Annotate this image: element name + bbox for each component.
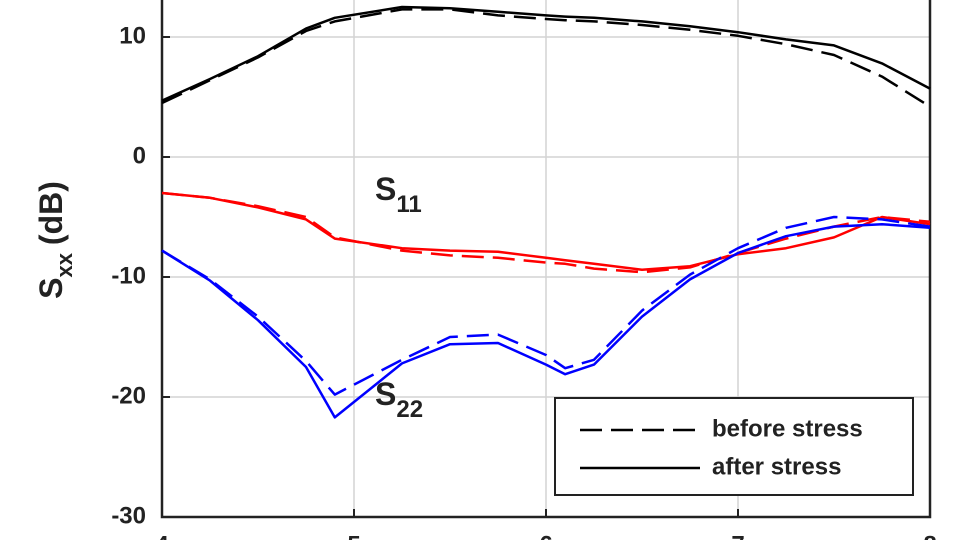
annotation-subscript: 22: [396, 396, 423, 423]
x-tick-label: 8: [923, 531, 936, 540]
series-line: [161, 215, 931, 396]
annotation-subscript: 11: [396, 191, 421, 218]
series-line: [161, 8, 931, 108]
x-tick-label: 6: [539, 531, 552, 540]
annotation: S22: [375, 376, 423, 423]
y-axis-label: Sxx (dB): [33, 181, 77, 299]
annotation-text: S: [375, 376, 396, 412]
legend-label: before stress: [712, 415, 863, 442]
annotation-text: S: [375, 171, 396, 207]
annotation: S11: [375, 171, 422, 218]
legend-box: [554, 397, 914, 496]
y-label-suffix: (dB): [33, 181, 69, 245]
series-line: [161, 5, 931, 102]
axes: [160, 0, 932, 519]
series-line: [161, 191, 931, 272]
series-line: [161, 222, 931, 419]
y-tick-label: -30: [111, 502, 146, 529]
y-label-main: S: [33, 278, 69, 299]
x-tick-label: 7: [731, 531, 744, 540]
x-tick-label: 4: [155, 531, 169, 540]
legend-label: after stress: [712, 453, 841, 480]
y-label-subscript: xx: [52, 252, 77, 277]
y-tick-label: 0: [133, 142, 146, 169]
y-tick-label: 10: [119, 22, 146, 49]
y-tick-label: -20: [111, 382, 146, 409]
series-line: [161, 191, 931, 274]
y-tick-label: -10: [111, 262, 146, 289]
x-tick-label: 5: [347, 531, 360, 540]
